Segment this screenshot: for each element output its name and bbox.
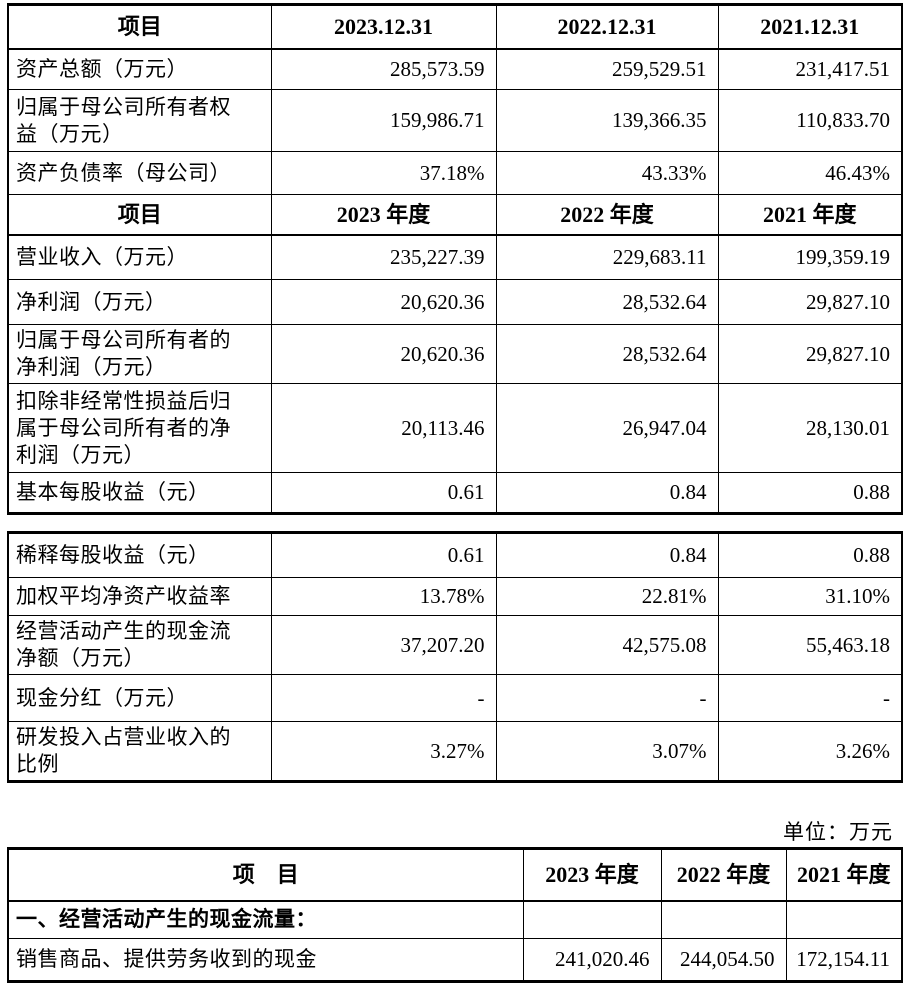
value-cell: - [270,674,497,722]
value-cell: 199,359.19 [717,234,903,280]
row-label-diluted-eps: 稀释每股收益（元） [7,532,272,578]
header-cell-2022: 2022 年度 [660,848,787,902]
section-row: 一、经营活动产生的现金流量： [7,900,903,939]
value-cell: 110,833.70 [717,89,903,152]
row-label-revenue: 营业收入（万元） [7,234,272,280]
value-cell: 46.43% [717,151,903,195]
value-cell: 20,113.46 [270,383,497,473]
empty-cell [660,900,787,939]
header-cell-item: 项目 [7,194,272,236]
header-cell-2022: 2022.12.31 [495,4,719,50]
table-row: 资产总额（万元） 285,573.59 259,529.51 231,417.5… [7,48,903,90]
value-cell: 0.84 [495,532,719,578]
row-label-deducted-net-profit: 扣除非经常性损益后归 属于母公司所有者的净 利润（万元） [7,383,272,473]
value-cell: 43.33% [495,151,719,195]
value-cell: 28,532.64 [495,279,719,325]
value-cell: 241,020.46 [522,938,662,982]
row-label-debt-ratio: 资产负债率（母公司） [7,151,272,195]
value-cell: 3.27% [270,721,497,782]
value-cell: 37.18% [270,151,497,195]
value-cell: 285,573.59 [270,48,497,90]
row-label-total-assets: 资产总额（万元） [7,48,272,90]
value-cell: 22.81% [495,577,719,616]
header-cell-item: 项目 [7,4,272,50]
row-label-weighted-roe: 加权平均净资产收益率 [7,577,272,616]
header-cell-2023: 2023.12.31 [270,4,497,50]
unit-note: 单位：万元 [783,820,893,844]
value-cell: 0.88 [717,472,903,514]
table-row: 归属于母公司所有者权 益（万元） 159,986.71 139,366.35 1… [7,89,903,152]
value-cell: 235,227.39 [270,234,497,280]
row-label-parent-equity: 归属于母公司所有者权 益（万元） [7,89,272,152]
header-cell-2021: 2021 年度 [717,194,903,236]
value-cell: 0.61 [270,532,497,578]
table-row: 扣除非经常性损益后归 属于母公司所有者的净 利润（万元） 20,113.46 2… [7,383,903,473]
value-cell: 31.10% [717,577,903,616]
row-label-cash-from-sales: 销售商品、提供劳务收到的现金 [7,938,524,982]
value-cell: 244,054.50 [660,938,787,982]
value-cell: 3.07% [495,721,719,782]
header-cell-2023: 2023 年度 [522,848,662,902]
header-cell-2021: 2021 年度 [785,848,903,902]
row-label-cash-dividend: 现金分红（万元） [7,674,272,722]
key-indicators-table: 项目 2023.12.31 2022.12.31 2021.12.31 资产总额… [7,3,903,515]
value-cell: 20,620.36 [270,279,497,325]
value-cell: 29,827.10 [717,279,903,325]
value-cell: 3.26% [717,721,903,782]
value-cell: 259,529.51 [495,48,719,90]
empty-cell [785,900,903,939]
table-row: 资产负债率（母公司） 37.18% 43.33% 46.43% [7,151,903,195]
value-cell: 13.78% [270,577,497,616]
value-cell: 159,986.71 [270,89,497,152]
value-cell: 26,947.04 [495,383,719,473]
table-row: 稀释每股收益（元） 0.61 0.84 0.88 [7,532,903,578]
value-cell: - [495,674,719,722]
row-label-operating-cash-flow: 经营活动产生的现金流 净额（万元） [7,615,272,675]
value-cell: 231,417.51 [717,48,903,90]
value-cell: 172,154.11 [785,938,903,982]
additional-indicators-table: 稀释每股收益（元） 0.61 0.84 0.88 加权平均净资产收益率 13.7… [7,531,903,783]
row-label-basic-eps: 基本每股收益（元） [7,472,272,514]
value-cell: 0.88 [717,532,903,578]
cash-flow-table: 项 目 2023 年度 2022 年度 2021 年度 一、经营活动产生的现金流… [7,847,903,983]
value-cell: 42,575.08 [495,615,719,675]
table-row: 营业收入（万元） 235,227.39 229,683.11 199,359.1… [7,234,903,280]
value-cell: - [717,674,903,722]
table-row: 现金分红（万元） - - - [7,674,903,722]
table-row: 销售商品、提供劳务收到的现金 241,020.46 244,054.50 172… [7,938,903,982]
row-label-parent-net-profit: 归属于母公司所有者的 净利润（万元） [7,324,272,384]
row-label-rd-ratio: 研发投入占营业收入的 比例 [7,721,272,782]
value-cell: 20,620.36 [270,324,497,384]
header-cell-item: 项 目 [7,848,524,902]
value-cell: 229,683.11 [495,234,719,280]
value-cell: 55,463.18 [717,615,903,675]
section-label-operating-activities: 一、经营活动产生的现金流量： [7,900,524,939]
header-cell-2023: 2023 年度 [270,194,497,236]
value-cell: 0.84 [495,472,719,514]
table-row: 加权平均净资产收益率 13.78% 22.81% 31.10% [7,577,903,616]
table-header-row: 项目 2023.12.31 2022.12.31 2021.12.31 [7,4,903,50]
value-cell: 29,827.10 [717,324,903,384]
row-label-net-profit: 净利润（万元） [7,279,272,325]
table-row: 基本每股收益（元） 0.61 0.84 0.88 [7,472,903,514]
value-cell: 28,130.01 [717,383,903,473]
value-cell: 139,366.35 [495,89,719,152]
value-cell: 28,532.64 [495,324,719,384]
table-row: 研发投入占营业收入的 比例 3.27% 3.07% 3.26% [7,721,903,782]
value-cell: 0.61 [270,472,497,514]
table-header-row: 项 目 2023 年度 2022 年度 2021 年度 [7,848,903,902]
table-row: 归属于母公司所有者的 净利润（万元） 20,620.36 28,532.64 2… [7,324,903,384]
header-cell-2021: 2021.12.31 [717,4,903,50]
value-cell: 37,207.20 [270,615,497,675]
header-cell-2022: 2022 年度 [495,194,719,236]
table-row: 经营活动产生的现金流 净额（万元） 37,207.20 42,575.08 55… [7,615,903,675]
table-row: 净利润（万元） 20,620.36 28,532.64 29,827.10 [7,279,903,325]
empty-cell [522,900,662,939]
table-header-row: 项目 2023 年度 2022 年度 2021 年度 [7,194,903,236]
